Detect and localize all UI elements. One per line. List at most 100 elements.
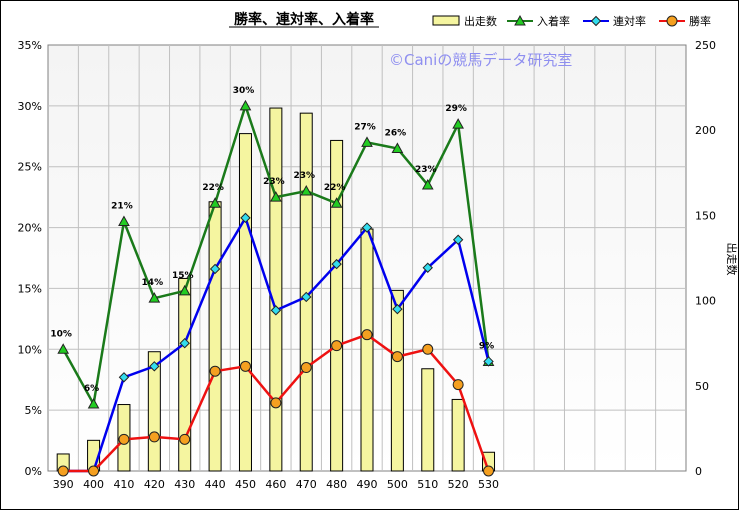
legend-label: 連対率 <box>613 14 646 28</box>
x-tick-label: 520 <box>448 478 469 491</box>
marker-triangle <box>421 178 434 190</box>
bar <box>269 107 283 472</box>
marker-diamond <box>240 212 251 224</box>
marker-triangle <box>209 197 221 208</box>
y-left-tick-label: 35% <box>18 39 42 52</box>
data-label: 21% <box>111 201 133 211</box>
marker-circle <box>452 379 464 391</box>
marker-circle <box>666 15 678 27</box>
x-tick-label: 500 <box>387 478 408 491</box>
marker-triangle <box>57 343 70 354</box>
y-right-tick-label: 250 <box>695 39 716 52</box>
marker-circle <box>118 433 130 445</box>
label-layer: 10% 6% 21% 14% 15% 22% 30% 23% 23% 22% 27% 26% 23% 29… <box>50 86 494 394</box>
x-tick-label: 530 <box>478 478 499 491</box>
marker-diamond <box>179 337 190 349</box>
data-label: 22% <box>324 183 346 193</box>
data-label: 23% <box>293 171 315 181</box>
marker-circle <box>57 465 69 477</box>
marker-circle <box>483 465 495 477</box>
bar <box>421 368 435 472</box>
y-left-tick-label: 20% <box>18 222 42 235</box>
marker-circle <box>361 329 373 341</box>
marker-circle <box>391 351 403 363</box>
marker-circle <box>179 433 191 445</box>
marker-diamond <box>483 356 494 367</box>
marker-triangle <box>118 215 130 226</box>
watermark-text: ©Caniの競馬データ研究室 <box>389 51 572 69</box>
marker-circle <box>300 362 312 374</box>
marker-circle <box>239 360 251 372</box>
x-tick-label: 490 <box>357 478 378 491</box>
marker-triangle <box>361 136 373 147</box>
legend-swatch-bar <box>432 15 460 26</box>
legend-label: 勝率 <box>689 14 711 28</box>
bar <box>178 277 192 472</box>
right-axis-title: 出走数 <box>725 243 739 276</box>
x-tick-label: 470 <box>296 478 317 491</box>
data-label: 6% <box>84 384 99 394</box>
data-label: 22% <box>202 183 224 193</box>
data-label: 23% <box>415 165 437 175</box>
marker-triangle <box>87 398 100 409</box>
marker-circle <box>88 465 100 477</box>
chart-title: 勝率、連対率、入着率 <box>234 11 374 28</box>
marker-triangle <box>178 284 191 296</box>
data-label: 15% <box>172 271 194 281</box>
x-tick-label: 480 <box>326 478 347 491</box>
y-right-tick-label: 100 <box>695 295 716 308</box>
data-label: 26% <box>385 128 407 138</box>
marker-diamond <box>590 15 602 27</box>
legend: 出走数 入着率 連対率 勝率 <box>432 14 711 28</box>
y-left-tick-label: 25% <box>18 161 42 174</box>
bar <box>208 201 222 472</box>
x-tick-label: 410 <box>113 478 134 491</box>
marker-diamond <box>331 258 342 270</box>
y-left-tick-label: 0% <box>25 465 42 478</box>
y-left-tick-label: 15% <box>18 282 42 295</box>
marker-diamond <box>392 303 403 315</box>
marker-triangle <box>514 14 526 26</box>
marker-diamond <box>270 305 282 316</box>
bar <box>238 133 252 472</box>
marker-triangle <box>452 118 464 129</box>
legend-label: 入着率 <box>537 14 570 28</box>
grid-layer <box>48 45 686 471</box>
data-label: 14% <box>142 278 164 288</box>
x-tick-label: 450 <box>235 478 256 491</box>
marker-triangle <box>239 99 252 111</box>
x-tick-label: 460 <box>265 478 286 491</box>
marker-circle <box>331 340 343 352</box>
line-layer <box>57 99 495 477</box>
x-tick-label: 420 <box>144 478 165 491</box>
marker-diamond <box>361 222 373 233</box>
axis-layer: 0% 5% 10% 15% 20% 25% 30% 35% 0 50 100 150 200 250 390… <box>18 39 716 491</box>
x-tick-label: 430 <box>174 478 195 491</box>
bar <box>330 139 344 472</box>
marker-diamond <box>118 372 130 383</box>
marker-diamond <box>452 234 464 245</box>
legend-label: 出走数 <box>464 14 497 28</box>
y-right-tick-label: 200 <box>695 124 716 137</box>
bar <box>390 289 404 472</box>
y-right-tick-label: 150 <box>695 209 716 222</box>
data-label: 27% <box>354 122 376 132</box>
x-tick-label: 510 <box>417 478 438 491</box>
marker-triangle <box>148 292 161 303</box>
data-label: 9% <box>479 341 494 351</box>
y-right-tick-label: 0 <box>695 465 702 478</box>
y-left-tick-label: 5% <box>25 404 42 417</box>
data-label: 29% <box>445 104 467 114</box>
marker-triangle <box>391 142 404 153</box>
marker-triangle <box>270 191 282 202</box>
marker-circle <box>209 365 221 377</box>
marker-triangle <box>300 185 313 196</box>
marker-diamond <box>149 361 160 372</box>
marker-diamond <box>209 263 221 275</box>
x-tick-label: 390 <box>53 478 74 491</box>
bar <box>451 398 465 472</box>
y-left-tick-label: 30% <box>18 100 42 113</box>
data-label: 10% <box>50 329 72 339</box>
